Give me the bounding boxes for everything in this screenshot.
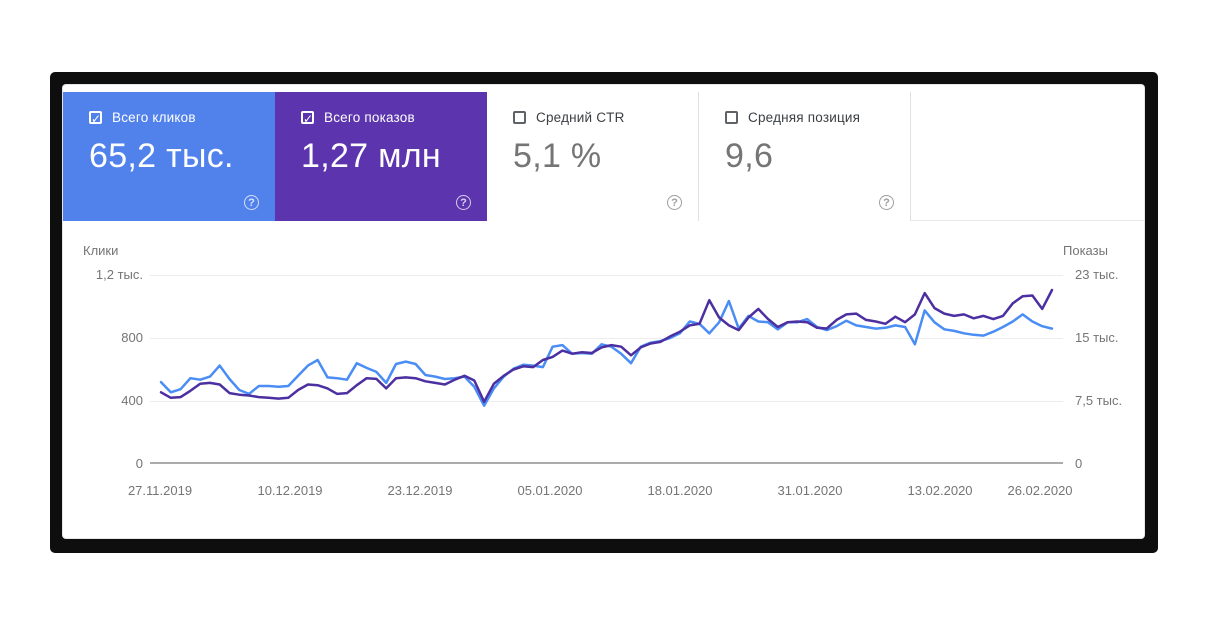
series-line-impressions	[159, 288, 1054, 404]
card-label: Средний CTR	[536, 110, 625, 125]
line-chart-svg	[150, 275, 1063, 464]
card-value: 9,6	[725, 137, 774, 175]
left-tick: 400	[121, 393, 143, 408]
x-tick: 18.01.2020	[647, 483, 713, 498]
card-total-clicks[interactable]: ✓ Всего кликов 65,2 тыс. ?	[63, 92, 275, 221]
x-tick: 27.11.2019	[127, 483, 193, 498]
card-value: 1,27 млн	[301, 137, 442, 175]
card-label: Всего показов	[324, 110, 415, 125]
help-icon[interactable]: ?	[879, 195, 894, 210]
card-average-position[interactable]: Средняя позиция 9,6 ?	[699, 92, 911, 221]
plot-area[interactable]	[150, 275, 1063, 464]
left-tick: 0	[135, 456, 143, 471]
card-label: Всего кликов	[112, 110, 196, 125]
checkbox-average-ctr[interactable]	[513, 111, 526, 124]
help-icon[interactable]: ?	[244, 195, 259, 210]
card-average-ctr[interactable]: Средний CTR 5,1 % ?	[487, 92, 699, 221]
left-axis-title: Клики	[83, 243, 119, 258]
checkbox-total-impressions[interactable]: ✓	[301, 111, 314, 126]
x-tick: 05.01.2020	[517, 483, 583, 498]
card-label: Средняя позиция	[748, 110, 861, 125]
x-tick: 31.01.2020	[777, 483, 843, 498]
right-tick: 0	[1075, 456, 1083, 471]
checkbox-average-position[interactable]	[725, 111, 738, 124]
metric-cards-row: ✓ Всего кликов 65,2 тыс. ? ✓ Всего показ…	[63, 92, 1144, 221]
help-icon[interactable]: ?	[456, 195, 471, 210]
x-tick: 26.02.2020	[1007, 483, 1073, 498]
right-tick: 23 тыс.	[1075, 267, 1119, 282]
left-tick: 1,2 тыс.	[95, 267, 143, 282]
performance-chart: Клики Показы 1,2 тыс. 800 400 0 23 тыс. …	[63, 243, 1144, 538]
x-tick: 23.12.2019	[387, 483, 453, 498]
x-axis-ticks: 27.11.2019 10.12.2019 23.12.2019 05.01.2…	[63, 483, 1144, 501]
x-tick: 13.02.2020	[907, 483, 973, 498]
x-tick: 10.12.2019	[257, 483, 323, 498]
checkbox-total-clicks[interactable]: ✓	[89, 111, 102, 126]
card-value: 5,1 %	[513, 137, 602, 175]
search-console-performance-panel: ✓ Всего кликов 65,2 тыс. ? ✓ Всего показ…	[63, 85, 1144, 538]
help-icon[interactable]: ?	[667, 195, 682, 210]
right-axis-title: Показы	[1063, 243, 1108, 258]
card-total-impressions[interactable]: ✓ Всего показов 1,27 млн ?	[275, 92, 487, 221]
screenshot-frame: ✓ Всего кликов 65,2 тыс. ? ✓ Всего показ…	[50, 72, 1158, 553]
left-tick: 800	[121, 330, 143, 345]
right-tick: 7,5 тыс.	[1075, 393, 1123, 408]
series-line-clicks	[159, 299, 1054, 407]
card-value: 65,2 тыс.	[89, 137, 234, 175]
right-tick: 15 тыс.	[1075, 330, 1119, 345]
